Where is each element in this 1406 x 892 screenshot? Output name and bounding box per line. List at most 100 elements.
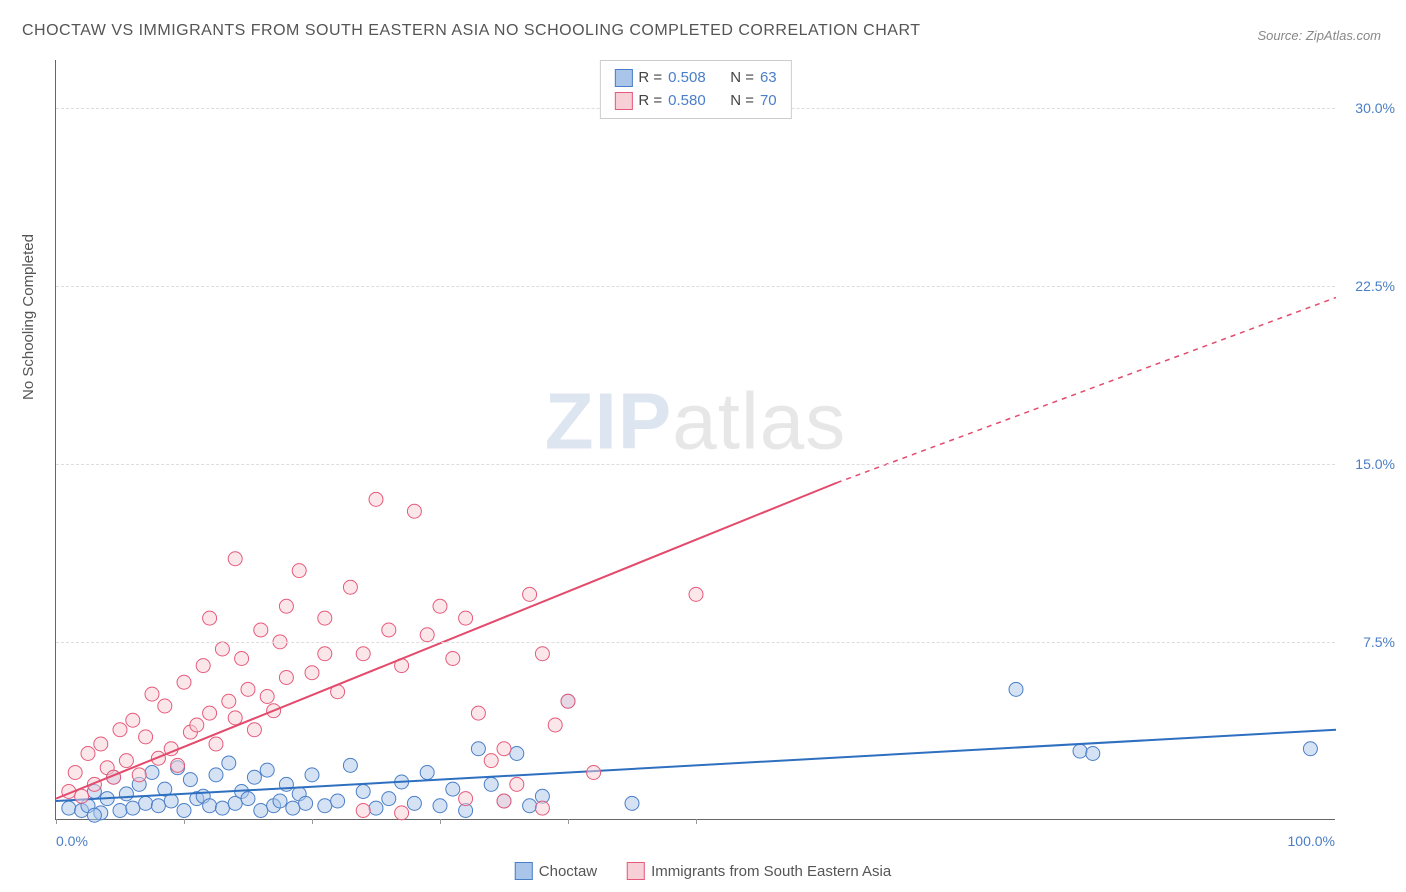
y-tick-label: 30.0% xyxy=(1355,100,1395,116)
data-point xyxy=(215,642,229,656)
legend-n-label: N = xyxy=(730,67,754,90)
legend-stats-row: R = 0.580 N = 70 xyxy=(614,90,776,113)
data-point xyxy=(228,552,242,566)
data-point xyxy=(62,801,76,815)
data-point xyxy=(228,711,242,725)
legend-series-label: Immigrants from South Eastern Asia xyxy=(651,863,891,880)
data-point xyxy=(177,804,191,818)
data-point xyxy=(471,706,485,720)
data-point xyxy=(113,804,127,818)
data-point xyxy=(177,675,191,689)
data-point xyxy=(561,694,575,708)
data-point xyxy=(356,647,370,661)
data-point xyxy=(343,580,357,594)
data-point xyxy=(126,801,140,815)
x-tick xyxy=(312,819,313,824)
data-point xyxy=(484,754,498,768)
data-point xyxy=(215,801,229,815)
data-point xyxy=(260,763,274,777)
x-tick-label-left: 0.0% xyxy=(56,833,88,849)
data-point xyxy=(145,687,159,701)
x-tick xyxy=(440,819,441,824)
gridline xyxy=(56,464,1335,465)
data-point xyxy=(222,694,236,708)
gridline xyxy=(56,642,1335,643)
x-tick xyxy=(696,819,697,824)
legend-series-item: Immigrants from South Eastern Asia xyxy=(627,862,891,880)
x-tick xyxy=(184,819,185,824)
data-point xyxy=(535,647,549,661)
data-point xyxy=(587,766,601,780)
legend-stats: R = 0.508 N = 63 R = 0.580 N = 70 xyxy=(599,60,791,119)
data-point xyxy=(510,747,524,761)
data-point xyxy=(407,504,421,518)
data-point xyxy=(535,801,549,815)
data-point xyxy=(497,794,511,808)
legend-swatch xyxy=(515,862,533,880)
data-point xyxy=(369,492,383,506)
data-point xyxy=(395,806,409,820)
x-tick xyxy=(568,819,569,824)
trend-line xyxy=(56,483,837,799)
x-tick xyxy=(56,819,57,824)
data-point xyxy=(369,801,383,815)
y-tick-label: 22.5% xyxy=(1355,278,1395,294)
plot-area: ZIPatlas R = 0.508 N = 63 R = 0.580 N = … xyxy=(55,60,1335,820)
data-point xyxy=(459,792,473,806)
data-point xyxy=(241,682,255,696)
data-point xyxy=(286,801,300,815)
data-point xyxy=(279,671,293,685)
data-point xyxy=(548,718,562,732)
data-point xyxy=(203,706,217,720)
data-point xyxy=(190,718,204,732)
data-point xyxy=(420,766,434,780)
data-point xyxy=(459,611,473,625)
data-point xyxy=(407,796,421,810)
y-tick-label: 7.5% xyxy=(1363,634,1395,650)
data-point xyxy=(343,758,357,772)
data-point xyxy=(523,587,537,601)
data-point xyxy=(203,799,217,813)
data-point xyxy=(75,789,89,803)
data-point xyxy=(209,768,223,782)
data-point xyxy=(484,777,498,791)
y-tick-label: 15.0% xyxy=(1355,456,1395,472)
data-point xyxy=(68,766,82,780)
data-point xyxy=(196,659,210,673)
legend-series-item: Choctaw xyxy=(515,862,597,880)
scatter-plot xyxy=(56,60,1335,819)
data-point xyxy=(471,742,485,756)
data-point xyxy=(241,792,255,806)
legend-n-label: N = xyxy=(730,90,754,113)
data-point xyxy=(433,599,447,613)
legend-series: Choctaw Immigrants from South Eastern Asi… xyxy=(515,862,891,880)
source-label: Source: ZipAtlas.com xyxy=(1257,28,1381,43)
data-point xyxy=(1009,682,1023,696)
data-point xyxy=(433,799,447,813)
data-point xyxy=(305,666,319,680)
data-point xyxy=(446,782,460,796)
data-point xyxy=(158,699,172,713)
data-point xyxy=(183,773,197,787)
data-point xyxy=(119,754,133,768)
legend-r-label: R = xyxy=(638,90,662,113)
legend-r-value: 0.508 xyxy=(668,67,706,90)
data-point xyxy=(279,599,293,613)
data-point xyxy=(292,564,306,578)
legend-n-value: 63 xyxy=(760,67,777,90)
legend-series-label: Choctaw xyxy=(539,863,597,880)
legend-r-value: 0.580 xyxy=(668,90,706,113)
trend-line xyxy=(56,730,1336,801)
data-point xyxy=(318,647,332,661)
data-point xyxy=(94,737,108,751)
data-point xyxy=(235,652,249,666)
legend-r-label: R = xyxy=(638,67,662,90)
data-point xyxy=(1073,744,1087,758)
x-tick-label-right: 100.0% xyxy=(1288,833,1335,849)
data-point xyxy=(151,799,165,813)
data-point xyxy=(318,611,332,625)
data-point xyxy=(113,723,127,737)
legend-stats-row: R = 0.508 N = 63 xyxy=(614,67,776,90)
data-point xyxy=(203,611,217,625)
data-point xyxy=(139,730,153,744)
